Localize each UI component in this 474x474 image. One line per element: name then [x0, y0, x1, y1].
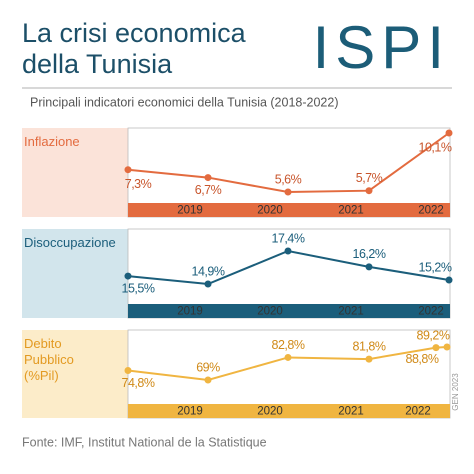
subtitle: Principali indicatori economici della Tu… — [30, 95, 339, 109]
value-label: 89,2% — [417, 328, 450, 342]
label-box — [22, 330, 128, 418]
point — [204, 376, 212, 384]
value-label: 10,1% — [419, 140, 452, 154]
x-tick-label: 2022 — [405, 406, 431, 418]
value-label: 5,7% — [356, 171, 383, 185]
point — [124, 166, 132, 174]
value-label: 74,8% — [122, 376, 155, 390]
x-tick-label: 2020 — [257, 406, 283, 418]
label-box — [22, 128, 128, 217]
point — [124, 367, 132, 375]
source: Fonte: IMF, Institut National de la Stat… — [22, 435, 267, 449]
value-label: 81,8% — [353, 339, 386, 353]
x-tick-label: 2021 — [338, 306, 364, 318]
point — [284, 353, 292, 361]
x-tick-label: 2022 — [418, 306, 444, 318]
point — [432, 344, 440, 352]
series-line — [127, 249, 450, 286]
point — [443, 343, 451, 351]
point — [365, 187, 373, 195]
point — [284, 188, 292, 196]
panel-label: Debito Pubblico (%Pil) — [24, 336, 74, 383]
point — [365, 355, 373, 363]
x-tick-label: 2019 — [177, 306, 203, 318]
value-label: 69% — [196, 360, 220, 374]
series-line — [127, 346, 448, 382]
year-axis — [128, 203, 450, 217]
x-tick-label: 2019 — [177, 205, 203, 217]
value-label: 15,5% — [122, 281, 155, 295]
value-label: 7,3% — [125, 177, 152, 191]
value-label: 6,7% — [195, 183, 222, 197]
x-tick-label: 2021 — [338, 205, 364, 217]
x-tick-label: 2019 — [177, 406, 203, 418]
point — [204, 174, 212, 182]
value-label: 82,8% — [272, 338, 305, 352]
date-note: GEN 2023 — [451, 373, 460, 411]
point — [124, 272, 132, 280]
year-axis — [128, 404, 450, 418]
point — [445, 276, 453, 284]
year-axis — [128, 304, 450, 318]
x-tick-label: 2021 — [338, 406, 364, 418]
label-box — [22, 229, 128, 318]
value-label: 15,2% — [419, 260, 452, 274]
panel-label: Disoccupazione — [24, 235, 116, 250]
point — [204, 280, 212, 288]
x-tick-label: 2020 — [257, 306, 283, 318]
point — [284, 247, 292, 255]
point — [445, 129, 453, 137]
value-label: 16,2% — [353, 247, 386, 261]
x-tick-label: 2022 — [418, 205, 444, 217]
value-label: 14,9% — [192, 264, 225, 278]
value-label: 17,4% — [272, 231, 305, 245]
value-label: 88,8% — [406, 352, 439, 366]
panel-label: Inflazione — [24, 134, 80, 149]
point — [365, 263, 373, 271]
value-label: 5,6% — [275, 172, 302, 186]
logo: ISPI — [313, 14, 450, 81]
x-tick-label: 2020 — [257, 205, 283, 217]
title: La crisi economica della Tunisia — [22, 18, 246, 79]
